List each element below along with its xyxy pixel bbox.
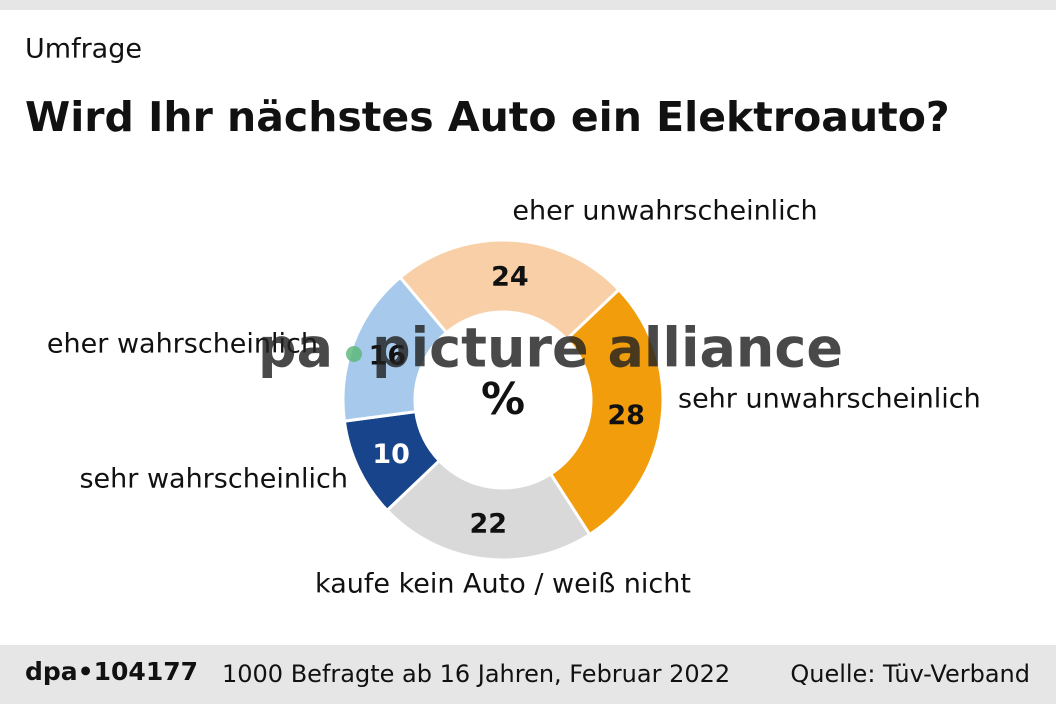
- center-label: %: [481, 374, 525, 425]
- value-label: 22: [470, 509, 508, 540]
- watermark: pa picture alliance: [258, 317, 843, 380]
- category-label: eher unwahrscheinlich: [512, 196, 817, 227]
- footer-note: 1000 Befragte ab 16 Jahren, Februar 2022: [222, 660, 730, 688]
- donut-segment: [398, 238, 621, 342]
- watermark-left: pa: [258, 317, 333, 380]
- watermark-right: picture alliance: [372, 317, 843, 380]
- watermark-dot: [346, 346, 362, 362]
- category-label: sehr wahrscheinlich: [79, 464, 348, 495]
- value-label: 28: [607, 400, 645, 431]
- category-label: sehr unwahrscheinlich: [678, 384, 981, 415]
- value-label: 16: [369, 341, 407, 372]
- footer-band: [0, 645, 1056, 704]
- value-label: 10: [372, 439, 410, 470]
- donut: 24 eher unwahrscheinlich 28 sehr unwahrsche…: [47, 196, 981, 600]
- footer-id: dpa•104177: [25, 657, 198, 686]
- donut-segment: [341, 275, 449, 423]
- chart-title: Wird Ihr nächstes Auto ein Elektroauto?: [25, 93, 950, 141]
- top-strip: [0, 0, 1056, 10]
- donut-segment: [385, 458, 592, 562]
- category-label: kaufe kein Auto / weiß nicht: [315, 569, 691, 600]
- footer-source: Quelle: Tüv-Verband: [790, 660, 1030, 688]
- value-label: 24: [491, 262, 529, 293]
- donut-segment: [548, 287, 665, 537]
- category-label: eher wahrscheinlich: [47, 329, 318, 360]
- kicker: Umfrage: [25, 34, 142, 65]
